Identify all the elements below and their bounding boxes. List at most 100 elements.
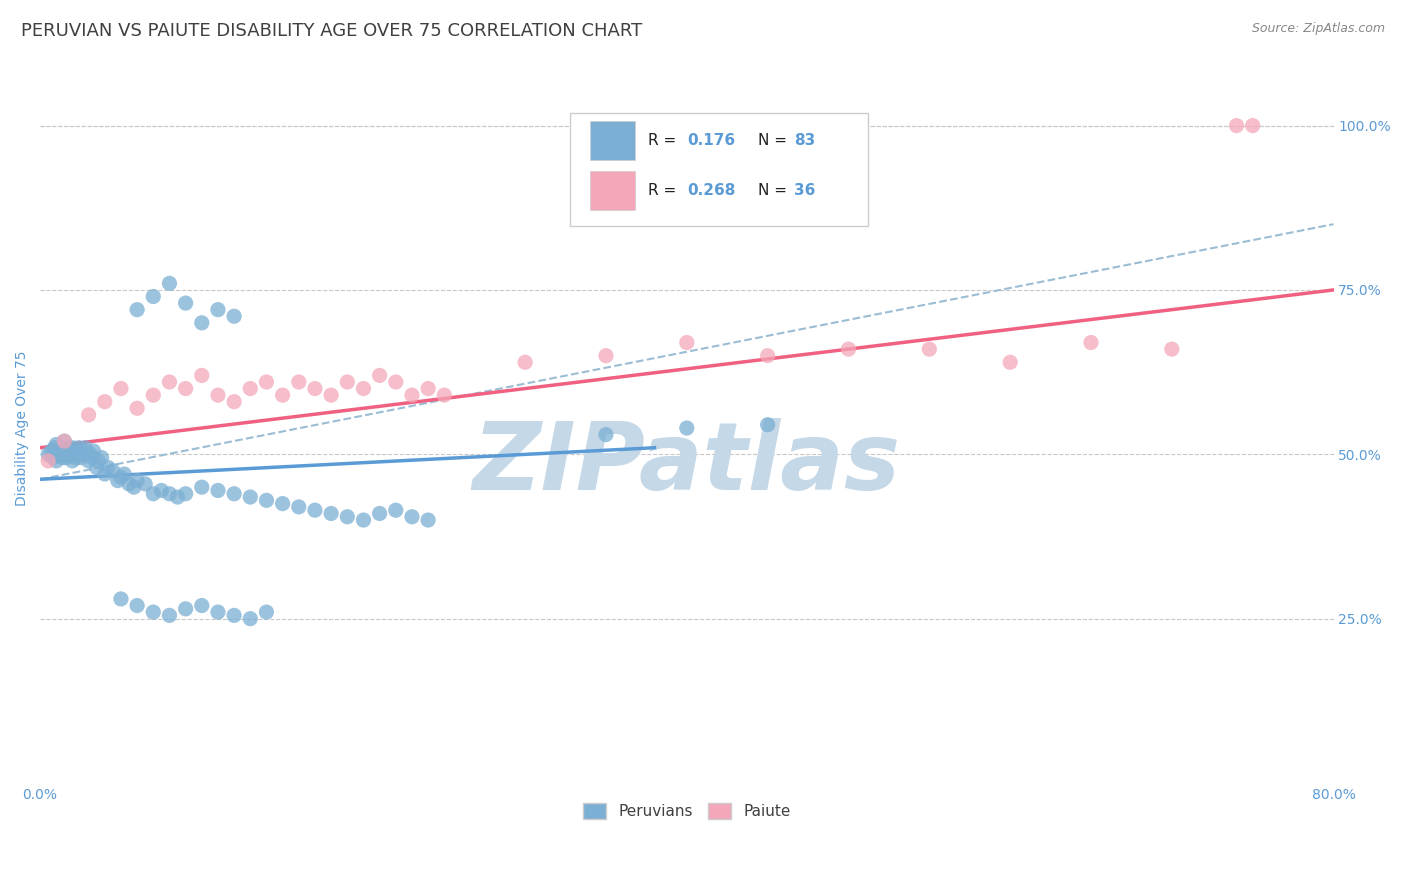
- Point: [55, 450, 77, 465]
- Point: [62, 454, 84, 468]
- Point: [86, 460, 108, 475]
- Point: [418, 513, 440, 527]
- Text: R =: R =: [648, 183, 676, 198]
- Point: [513, 355, 536, 369]
- Point: [191, 599, 214, 613]
- Point: [75, 441, 97, 455]
- Point: [368, 507, 391, 521]
- Text: 83: 83: [794, 133, 815, 148]
- Point: [37, 447, 59, 461]
- Point: [837, 342, 859, 356]
- Point: [1241, 119, 1264, 133]
- Point: [45, 437, 67, 451]
- Point: [127, 474, 149, 488]
- Point: [80, 450, 103, 465]
- Point: [353, 382, 375, 396]
- Text: PERUVIAN VS PAIUTE DISABILITY AGE OVER 75 CORRELATION CHART: PERUVIAN VS PAIUTE DISABILITY AGE OVER 7…: [21, 22, 643, 40]
- Point: [207, 605, 229, 619]
- Point: [59, 444, 82, 458]
- Point: [166, 490, 188, 504]
- Point: [271, 388, 294, 402]
- Point: [142, 289, 165, 303]
- Point: [66, 444, 89, 458]
- Point: [998, 355, 1021, 369]
- Point: [256, 605, 278, 619]
- Point: [94, 394, 117, 409]
- Text: N =: N =: [758, 183, 787, 198]
- Point: [53, 434, 76, 449]
- FancyBboxPatch shape: [589, 121, 636, 161]
- Point: [595, 427, 617, 442]
- Point: [110, 470, 132, 484]
- Point: [239, 490, 262, 504]
- Point: [58, 447, 80, 461]
- Point: [97, 460, 120, 475]
- Point: [127, 599, 149, 613]
- Point: [42, 450, 65, 465]
- Point: [150, 483, 173, 498]
- Point: [675, 335, 697, 350]
- Point: [191, 480, 214, 494]
- Point: [288, 375, 311, 389]
- Point: [159, 608, 181, 623]
- Point: [239, 382, 262, 396]
- Point: [207, 388, 229, 402]
- Point: [127, 401, 149, 416]
- Point: [256, 375, 278, 389]
- Point: [174, 487, 197, 501]
- Point: [224, 310, 246, 324]
- Point: [37, 454, 59, 468]
- Point: [94, 467, 117, 481]
- FancyBboxPatch shape: [571, 113, 868, 226]
- Point: [288, 500, 311, 514]
- Point: [134, 476, 156, 491]
- Point: [48, 444, 70, 458]
- Point: [118, 476, 141, 491]
- Point: [142, 605, 165, 619]
- Point: [336, 375, 359, 389]
- Point: [79, 447, 101, 461]
- Text: N =: N =: [758, 133, 787, 148]
- Point: [207, 483, 229, 498]
- Point: [271, 497, 294, 511]
- Point: [675, 421, 697, 435]
- Point: [53, 447, 76, 461]
- Point: [159, 375, 181, 389]
- Point: [224, 608, 246, 623]
- Point: [142, 388, 165, 402]
- Point: [52, 450, 75, 465]
- Point: [53, 434, 76, 449]
- Point: [224, 394, 246, 409]
- Point: [56, 441, 79, 455]
- Point: [1225, 119, 1247, 133]
- Point: [368, 368, 391, 383]
- Point: [756, 417, 779, 432]
- Point: [110, 382, 132, 396]
- Point: [385, 375, 408, 389]
- Point: [1160, 342, 1182, 356]
- Point: [101, 464, 124, 478]
- Point: [41, 444, 63, 458]
- Point: [45, 454, 67, 468]
- Point: [127, 302, 149, 317]
- Point: [401, 509, 423, 524]
- Point: [77, 454, 100, 468]
- Point: [46, 447, 69, 461]
- Point: [159, 277, 181, 291]
- Point: [191, 316, 214, 330]
- Point: [107, 474, 129, 488]
- Point: [49, 441, 72, 455]
- Point: [1080, 335, 1102, 350]
- Text: ZIPatlas: ZIPatlas: [472, 417, 901, 509]
- Text: 0.176: 0.176: [686, 133, 735, 148]
- Point: [87, 454, 110, 468]
- Point: [401, 388, 423, 402]
- Point: [321, 507, 343, 521]
- Point: [69, 450, 91, 465]
- Text: R =: R =: [648, 133, 676, 148]
- Text: Source: ZipAtlas.com: Source: ZipAtlas.com: [1251, 22, 1385, 36]
- Point: [918, 342, 941, 356]
- Point: [321, 388, 343, 402]
- Text: 36: 36: [794, 183, 815, 198]
- Legend: Peruvians, Paiute: Peruvians, Paiute: [576, 797, 797, 825]
